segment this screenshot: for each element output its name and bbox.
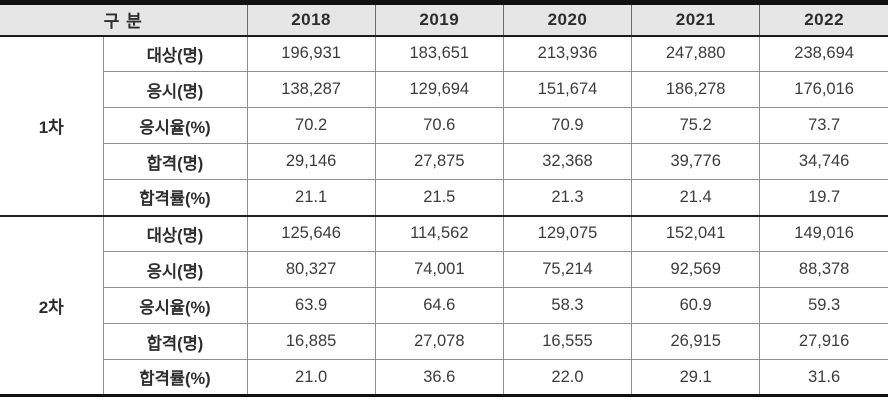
data-cell: 27,916 bbox=[759, 323, 888, 360]
data-cell: 75.2 bbox=[631, 107, 761, 144]
header-row: 구 분 2018 2019 2020 2021 2022 bbox=[0, 2, 888, 37]
data-cell: 74,001 bbox=[374, 251, 504, 288]
data-cell: 149,016 bbox=[759, 214, 888, 252]
row-label: 대상(명) bbox=[102, 214, 248, 252]
header-category: 구 분 bbox=[0, 2, 248, 37]
table-row: 응시율(%) 70.2 70.6 70.9 75.2 73.7 bbox=[0, 107, 888, 144]
data-cell: 26,915 bbox=[631, 323, 761, 360]
data-cell: 29.1 bbox=[631, 359, 761, 396]
data-cell: 27,875 bbox=[374, 143, 504, 180]
table-row: 2차 대상(명) 125,646 114,562 129,075 152,041… bbox=[0, 214, 888, 396]
data-cell: 152,041 bbox=[631, 214, 761, 252]
row-label: 대상(명) bbox=[102, 35, 248, 72]
row-label: 합격(명) bbox=[102, 323, 248, 360]
data-cell: 32,368 bbox=[502, 143, 633, 180]
data-cell: 21.4 bbox=[631, 179, 761, 216]
header-year-2019: 2019 bbox=[374, 2, 504, 37]
data-cell: 92,569 bbox=[631, 251, 761, 288]
data-cell: 58.3 bbox=[502, 287, 633, 324]
data-cell: 63.9 bbox=[246, 287, 376, 324]
table-row: 응시(명) 138,287 129,694 151,674 186,278 17… bbox=[0, 71, 888, 108]
data-cell: 125,646 bbox=[246, 214, 376, 252]
row-label: 응시(명) bbox=[102, 71, 248, 108]
group-label-round1: 1차 bbox=[0, 35, 104, 216]
data-cell: 16,885 bbox=[246, 323, 376, 360]
data-cell: 70.9 bbox=[502, 107, 633, 144]
group-label-round2: 2차 bbox=[0, 214, 104, 396]
table-row: 합격률(%) 21.0 36.6 22.0 29.1 31.6 bbox=[0, 359, 888, 396]
table-row: 1차 대상(명) 196,931 183,651 213,936 247,880… bbox=[0, 35, 888, 216]
data-cell: 70.2 bbox=[246, 107, 376, 144]
table-row: 합격률(%) 21.1 21.5 21.3 21.4 19.7 bbox=[0, 179, 888, 216]
data-cell: 34,746 bbox=[759, 143, 888, 180]
row-label: 응시율(%) bbox=[102, 107, 248, 144]
data-cell: 114,562 bbox=[374, 214, 504, 252]
data-cell: 129,694 bbox=[374, 71, 504, 108]
data-cell: 176,016 bbox=[759, 71, 888, 108]
data-cell: 31.6 bbox=[759, 359, 888, 396]
row-label: 합격(명) bbox=[102, 143, 248, 180]
data-cell: 39,776 bbox=[631, 143, 761, 180]
data-cell: 88,378 bbox=[759, 251, 888, 288]
header-year-2022: 2022 bbox=[759, 2, 888, 37]
data-cell: 27,078 bbox=[374, 323, 504, 360]
data-cell: 64.6 bbox=[374, 287, 504, 324]
data-cell: 129,075 bbox=[502, 214, 633, 252]
data-cell: 196,931 bbox=[246, 35, 376, 72]
data-cell: 22.0 bbox=[502, 359, 633, 396]
data-cell: 213,936 bbox=[502, 35, 633, 72]
row-label: 합격률(%) bbox=[102, 359, 248, 396]
row-label: 응시(명) bbox=[102, 251, 248, 288]
table-row: 합격(명) 16,885 27,078 16,555 26,915 27,916 bbox=[0, 323, 888, 360]
row-label: 합격률(%) bbox=[102, 179, 248, 216]
table-row: 응시율(%) 63.9 64.6 58.3 60.9 59.3 bbox=[0, 287, 888, 324]
data-cell: 60.9 bbox=[631, 287, 761, 324]
data-cell: 16,555 bbox=[502, 323, 633, 360]
table-row: 응시(명) 80,327 74,001 75,214 92,569 88,378 bbox=[0, 251, 888, 288]
data-cell: 138,287 bbox=[246, 71, 376, 108]
row-label: 응시율(%) bbox=[102, 287, 248, 324]
data-cell: 21.3 bbox=[502, 179, 633, 216]
data-cell: 183,651 bbox=[374, 35, 504, 72]
data-cell: 36.6 bbox=[374, 359, 504, 396]
data-cell: 21.0 bbox=[246, 359, 376, 396]
data-cell: 21.1 bbox=[246, 179, 376, 216]
data-cell: 59.3 bbox=[759, 287, 888, 324]
data-cell: 29,146 bbox=[246, 143, 376, 180]
data-cell: 73.7 bbox=[759, 107, 888, 144]
data-cell: 70.6 bbox=[374, 107, 504, 144]
header-year-2021: 2021 bbox=[631, 2, 761, 37]
data-cell: 75,214 bbox=[502, 251, 633, 288]
exam-statistics-table: 구 분 2018 2019 2020 2021 2022 1차 대상(명) 19… bbox=[0, 0, 888, 397]
header-year-2020: 2020 bbox=[502, 2, 633, 37]
data-cell: 21.5 bbox=[374, 179, 504, 216]
table-row: 합격(명) 29,146 27,875 32,368 39,776 34,746 bbox=[0, 143, 888, 180]
data-cell: 247,880 bbox=[631, 35, 761, 72]
data-cell: 80,327 bbox=[246, 251, 376, 288]
data-cell: 19.7 bbox=[759, 179, 888, 216]
data-cell: 238,694 bbox=[759, 35, 888, 72]
header-year-2018: 2018 bbox=[246, 2, 376, 37]
data-cell: 186,278 bbox=[631, 71, 761, 108]
data-cell: 151,674 bbox=[502, 71, 633, 108]
